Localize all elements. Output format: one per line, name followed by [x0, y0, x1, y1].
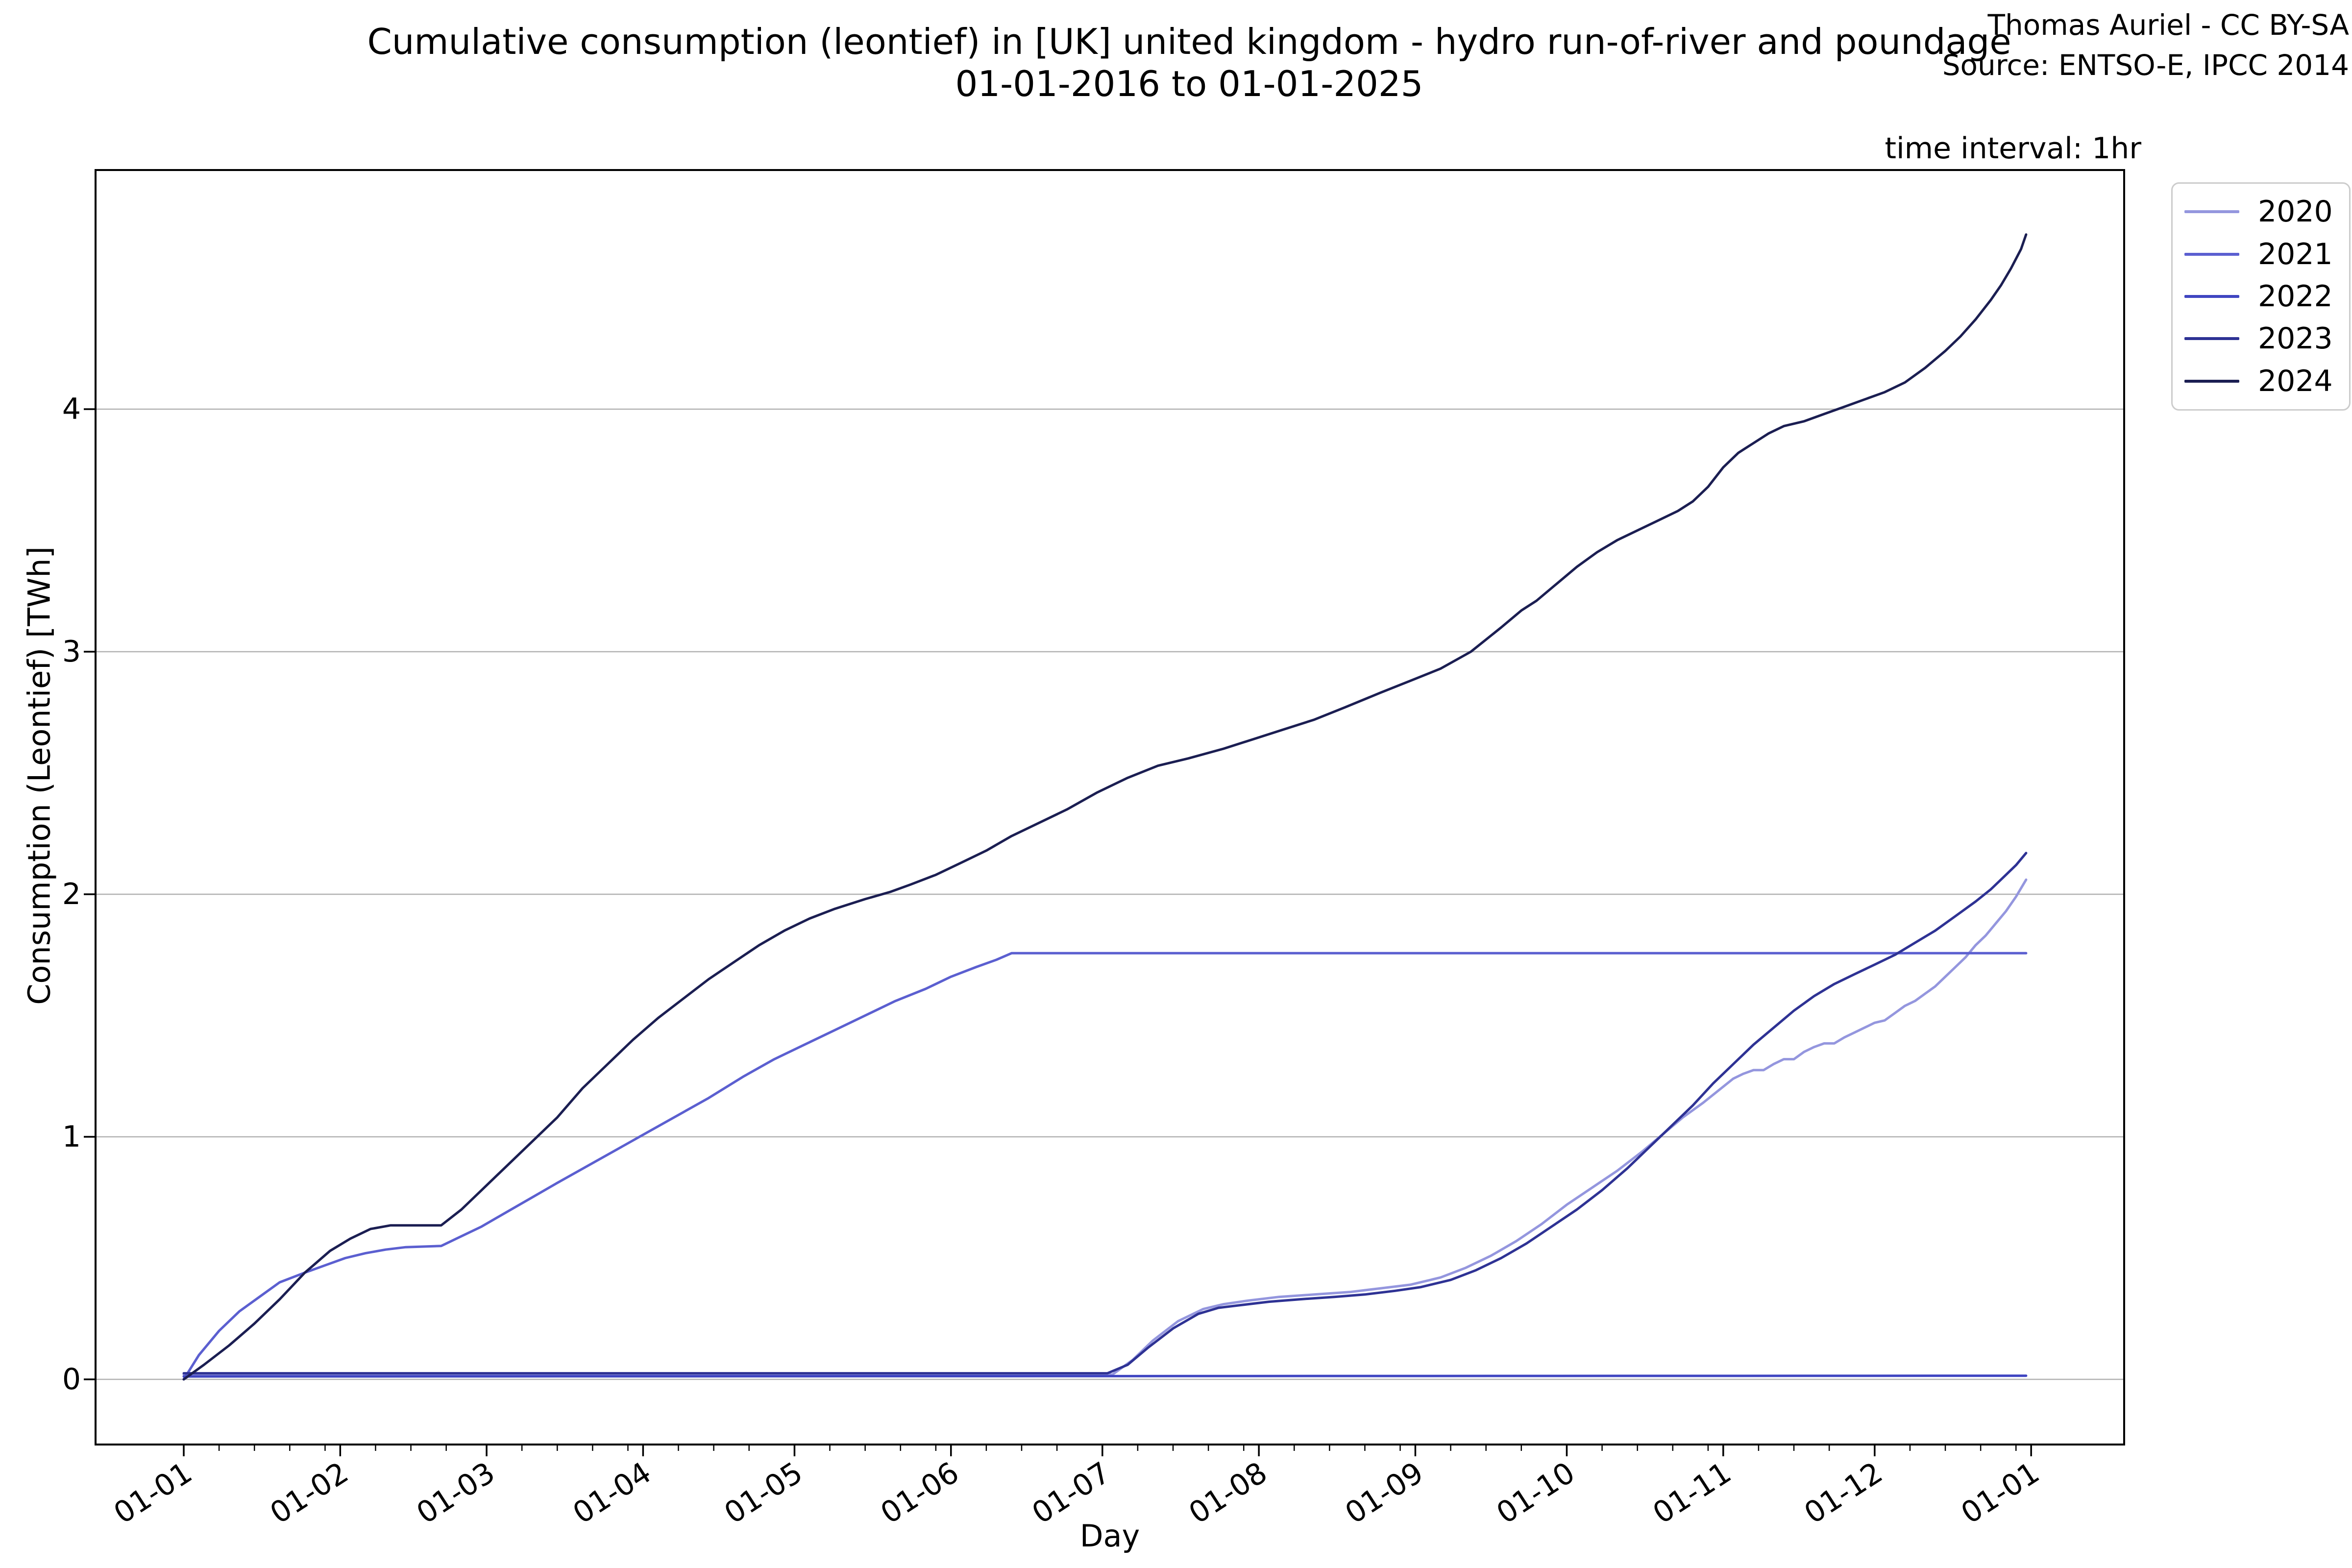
chart-title-line2: 01-01-2016 to 01-01-2025	[955, 63, 1423, 104]
y-tick-label-0: 0	[62, 1362, 81, 1396]
legend-label-2024: 2024	[2258, 364, 2333, 398]
legend-item-2022: 2022	[2173, 281, 2349, 312]
chart-title: Cumulative consumption (leontief) in [UK…	[26, 21, 2352, 105]
series-line-2020	[182, 878, 2028, 1376]
legend-line-swatch-2023	[2184, 337, 2239, 341]
legend-item-2023: 2023	[2173, 323, 2349, 354]
x-axis-label: Day	[1079, 1518, 1140, 1554]
legend-label-2021: 2021	[2258, 237, 2333, 271]
attribution-source: Source: ENTSO-E, IPCC 2014	[1942, 49, 2349, 82]
series-line-2023	[182, 852, 2028, 1375]
series-line-2024	[182, 233, 2028, 1381]
series-line-2022	[182, 1374, 2028, 1378]
legend-label-2022: 2022	[2258, 279, 2333, 314]
legend-line-swatch-2024	[2184, 379, 2239, 383]
legend-item-2021: 2021	[2173, 239, 2349, 270]
y-tick-label-4: 4	[62, 392, 81, 426]
attribution-author: Thomas Auriel - CC BY-SA	[1987, 8, 2349, 42]
y-tick-label-1: 1	[62, 1120, 81, 1154]
legend-item-2024: 2024	[2173, 366, 2349, 397]
legend-item-2020: 2020	[2173, 196, 2349, 227]
legend-label-2020: 2020	[2258, 195, 2333, 229]
series-line-2021	[182, 952, 2028, 1381]
chart-title-line1: Cumulative consumption (leontief) in [UK…	[367, 21, 2011, 62]
legend-label-2023: 2023	[2258, 321, 2333, 356]
time-interval-note: time interval: 1hr	[1885, 131, 2141, 166]
axes-spines	[95, 169, 2125, 1446]
y-tick-label-3: 3	[62, 635, 81, 669]
legend: 2020 2021 2022 2023 2024	[2171, 182, 2351, 411]
attribution: Thomas Auriel - CC BY-SA Source: ENTSO-E…	[1942, 5, 2349, 85]
legend-line-swatch-2020	[2184, 210, 2239, 214]
y-axis-label: Consumption (Leontief) [TWh]	[21, 546, 57, 1005]
legend-line-swatch-2021	[2184, 252, 2239, 256]
legend-line-swatch-2022	[2184, 294, 2239, 298]
y-tick-label-2: 2	[62, 877, 81, 911]
